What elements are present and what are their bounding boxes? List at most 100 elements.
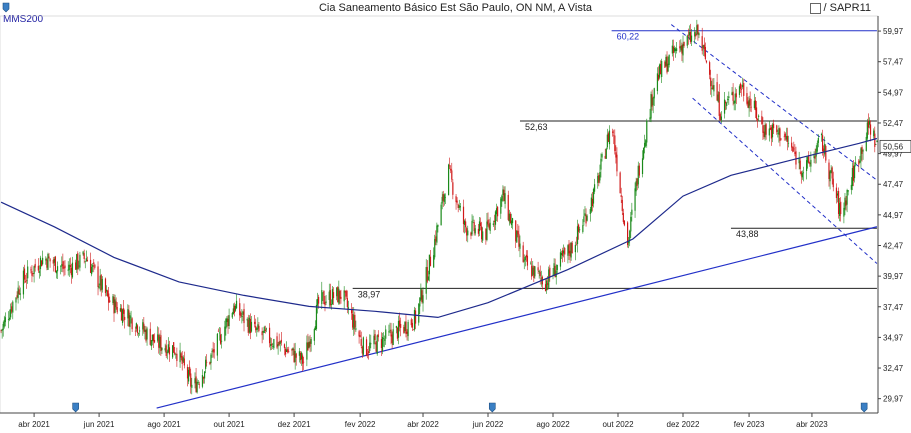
candle — [641, 150, 644, 178]
candle — [75, 259, 77, 270]
y-tick-label: 37,47 — [883, 303, 904, 312]
candle — [376, 334, 378, 356]
candle — [814, 148, 816, 164]
candle — [217, 328, 220, 332]
candle — [772, 119, 775, 134]
y-tick-label: 54,97 — [883, 88, 904, 97]
candle — [517, 223, 519, 238]
candle — [17, 281, 19, 304]
candle — [422, 287, 424, 312]
y-tick-label: 29,97 — [883, 395, 904, 404]
candle — [426, 260, 428, 284]
candle — [358, 329, 360, 344]
candle — [276, 332, 278, 350]
candle — [242, 310, 244, 322]
candle — [502, 185, 504, 202]
candle — [287, 347, 289, 354]
candle — [585, 208, 587, 227]
candle — [414, 307, 417, 330]
candle — [779, 127, 781, 147]
candle — [209, 361, 211, 366]
candle — [824, 136, 826, 157]
candle — [249, 313, 252, 340]
candle — [243, 303, 245, 332]
candle — [26, 272, 28, 289]
candle — [709, 60, 711, 80]
candle — [844, 192, 846, 216]
x-tick-label: jun 2021 — [83, 420, 115, 429]
candle — [195, 367, 197, 393]
candle — [518, 225, 520, 252]
candle — [690, 28, 693, 47]
candle — [783, 131, 785, 141]
candle — [676, 42, 678, 54]
compare-checkbox[interactable] — [810, 3, 821, 14]
candle — [309, 334, 311, 353]
candle — [10, 303, 12, 320]
candle — [450, 165, 452, 174]
candle — [183, 351, 185, 369]
ticker-symbol[interactable]: / SAPR11 — [823, 2, 872, 14]
candle — [303, 356, 305, 370]
candle — [488, 219, 490, 231]
candle — [534, 265, 536, 279]
candle — [661, 58, 663, 84]
candle — [16, 291, 18, 300]
candle — [855, 156, 857, 167]
last-price-label: 50,56 — [883, 142, 904, 151]
candle — [82, 250, 84, 256]
candle — [785, 127, 787, 142]
candle — [656, 67, 659, 95]
candle — [181, 350, 183, 371]
candle — [538, 269, 540, 279]
candle — [507, 190, 509, 222]
candle — [339, 290, 341, 305]
candle — [283, 343, 286, 356]
candle — [308, 336, 310, 349]
candle — [76, 253, 78, 273]
candle — [331, 286, 334, 305]
candle — [531, 258, 533, 280]
candle — [466, 226, 468, 242]
candle — [787, 135, 790, 148]
candle — [433, 247, 435, 268]
indicator-label[interactable]: MMS200 — [3, 14, 44, 25]
candle — [343, 286, 345, 309]
candle — [94, 263, 96, 270]
candle — [567, 244, 569, 264]
candle — [582, 219, 584, 234]
candle — [241, 309, 243, 324]
moving-average-series — [0, 137, 878, 319]
candle — [218, 326, 221, 341]
candle — [173, 342, 175, 353]
candle — [8, 309, 11, 322]
candle — [176, 347, 178, 367]
candle — [628, 237, 630, 249]
candle — [516, 230, 518, 243]
candle — [515, 220, 517, 249]
candle — [138, 326, 141, 336]
candle — [351, 303, 353, 320]
candle — [710, 69, 712, 95]
candle — [143, 317, 145, 334]
candle — [403, 324, 405, 334]
candle — [586, 214, 588, 222]
candle — [503, 186, 505, 202]
candle — [522, 241, 524, 263]
candle — [486, 213, 488, 242]
candle — [84, 260, 86, 269]
candle — [748, 95, 750, 117]
candle — [221, 333, 223, 349]
candle — [332, 287, 335, 306]
candle — [519, 235, 521, 258]
candle — [307, 333, 309, 351]
candle — [544, 278, 547, 292]
candle — [108, 287, 110, 311]
candle — [388, 324, 390, 336]
candle — [688, 25, 691, 41]
candle — [247, 314, 249, 336]
candle — [525, 250, 527, 262]
candle — [694, 27, 696, 44]
y-tick-label: 59,97 — [883, 27, 904, 36]
